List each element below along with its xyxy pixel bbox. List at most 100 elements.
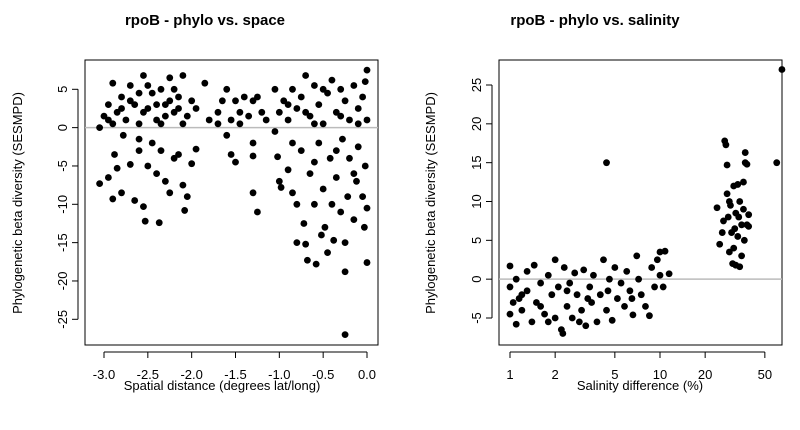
data-point bbox=[554, 283, 562, 291]
data-point bbox=[289, 139, 296, 147]
y-tick-label: 15 bbox=[469, 155, 484, 169]
data-point bbox=[659, 283, 667, 291]
data-point bbox=[157, 120, 165, 128]
y-tick-label: 10 bbox=[469, 194, 484, 208]
data-point bbox=[745, 222, 753, 230]
data-point bbox=[245, 112, 253, 120]
data-point bbox=[743, 160, 751, 168]
data-point bbox=[651, 283, 658, 291]
data-point bbox=[736, 263, 744, 271]
data-point bbox=[341, 239, 349, 247]
data-point bbox=[166, 189, 174, 197]
data-point bbox=[614, 295, 621, 302]
data-point bbox=[262, 116, 270, 124]
data-point bbox=[111, 151, 118, 158]
data-point bbox=[113, 108, 121, 116]
data-point bbox=[153, 101, 161, 109]
data-point bbox=[584, 295, 592, 302]
data-point bbox=[104, 174, 112, 181]
data-point bbox=[353, 177, 360, 185]
data-point bbox=[512, 320, 520, 328]
data-point bbox=[302, 108, 310, 116]
data-point bbox=[354, 120, 362, 128]
data-point bbox=[740, 205, 747, 213]
data-point bbox=[126, 97, 134, 105]
data-point bbox=[170, 108, 178, 116]
data-point bbox=[359, 93, 367, 101]
data-point bbox=[249, 139, 257, 147]
data-point bbox=[544, 318, 552, 326]
data-point bbox=[332, 108, 340, 116]
data-point bbox=[293, 105, 301, 112]
data-point bbox=[506, 262, 514, 270]
data-point bbox=[179, 181, 187, 189]
data-point bbox=[131, 197, 139, 204]
data-point bbox=[188, 160, 196, 168]
data-point bbox=[275, 108, 283, 116]
data-point bbox=[551, 314, 559, 322]
data-point bbox=[126, 161, 134, 168]
panel-phylo-vs-salinity: rpoB - phylo vs. salinity Salinity diffe… bbox=[423, 12, 786, 393]
data-point bbox=[140, 72, 147, 79]
data-point bbox=[311, 82, 318, 89]
data-point bbox=[354, 105, 362, 112]
data-point bbox=[563, 287, 571, 295]
data-point bbox=[119, 131, 127, 139]
data-point bbox=[617, 279, 625, 287]
data-point bbox=[118, 105, 125, 112]
data-point bbox=[734, 181, 742, 188]
data-point bbox=[249, 189, 257, 197]
data-point bbox=[541, 310, 548, 318]
x-tick-label: 5 bbox=[611, 367, 618, 382]
chart-title: rpoB - phylo vs. space bbox=[125, 12, 285, 29]
data-point bbox=[548, 291, 556, 299]
data-point bbox=[321, 223, 329, 231]
data-point bbox=[223, 85, 231, 93]
data-point bbox=[319, 120, 327, 128]
data-point bbox=[319, 185, 327, 193]
x-axis-label: Salinity difference (%) bbox=[577, 378, 703, 393]
data-point bbox=[603, 306, 610, 314]
data-point bbox=[724, 213, 732, 221]
data-point bbox=[284, 101, 292, 109]
data-point bbox=[326, 154, 334, 162]
x-tick-label: 1 bbox=[506, 367, 513, 382]
data-point bbox=[302, 72, 310, 79]
x-tick-label: -1.0 bbox=[268, 367, 290, 382]
data-point bbox=[284, 166, 292, 174]
data-point bbox=[738, 252, 746, 260]
data-point bbox=[718, 229, 726, 236]
data-point bbox=[254, 93, 261, 101]
data-point bbox=[346, 154, 353, 162]
data-point bbox=[578, 306, 585, 314]
data-point bbox=[339, 135, 346, 143]
data-point bbox=[512, 275, 520, 283]
x-axis-label: Spatial distance (degrees lat/long) bbox=[124, 378, 321, 393]
data-point bbox=[126, 82, 134, 89]
data-point bbox=[148, 89, 156, 97]
data-point bbox=[315, 101, 323, 109]
x-tick-label: 50 bbox=[758, 367, 772, 382]
data-point bbox=[144, 162, 152, 170]
data-point bbox=[646, 312, 653, 320]
data-point bbox=[593, 318, 601, 326]
data-point bbox=[183, 193, 191, 201]
data-point bbox=[337, 85, 345, 93]
data-point bbox=[254, 208, 261, 216]
data-point bbox=[590, 271, 597, 279]
data-point bbox=[166, 74, 174, 82]
data-point bbox=[528, 318, 536, 326]
data-point bbox=[337, 112, 345, 120]
data-point bbox=[118, 93, 125, 101]
data-point bbox=[736, 198, 744, 205]
panel-phylo-vs-space: rpoB - phylo vs. space Spatial distance … bbox=[10, 12, 379, 393]
data-point bbox=[227, 116, 235, 124]
x-tick-label: 0.0 bbox=[358, 367, 376, 382]
data-point bbox=[289, 85, 296, 93]
data-point bbox=[734, 233, 742, 240]
data-point bbox=[523, 287, 531, 295]
data-point bbox=[148, 139, 156, 147]
data-point bbox=[354, 143, 362, 151]
data-point bbox=[175, 151, 182, 158]
data-point bbox=[312, 260, 320, 268]
